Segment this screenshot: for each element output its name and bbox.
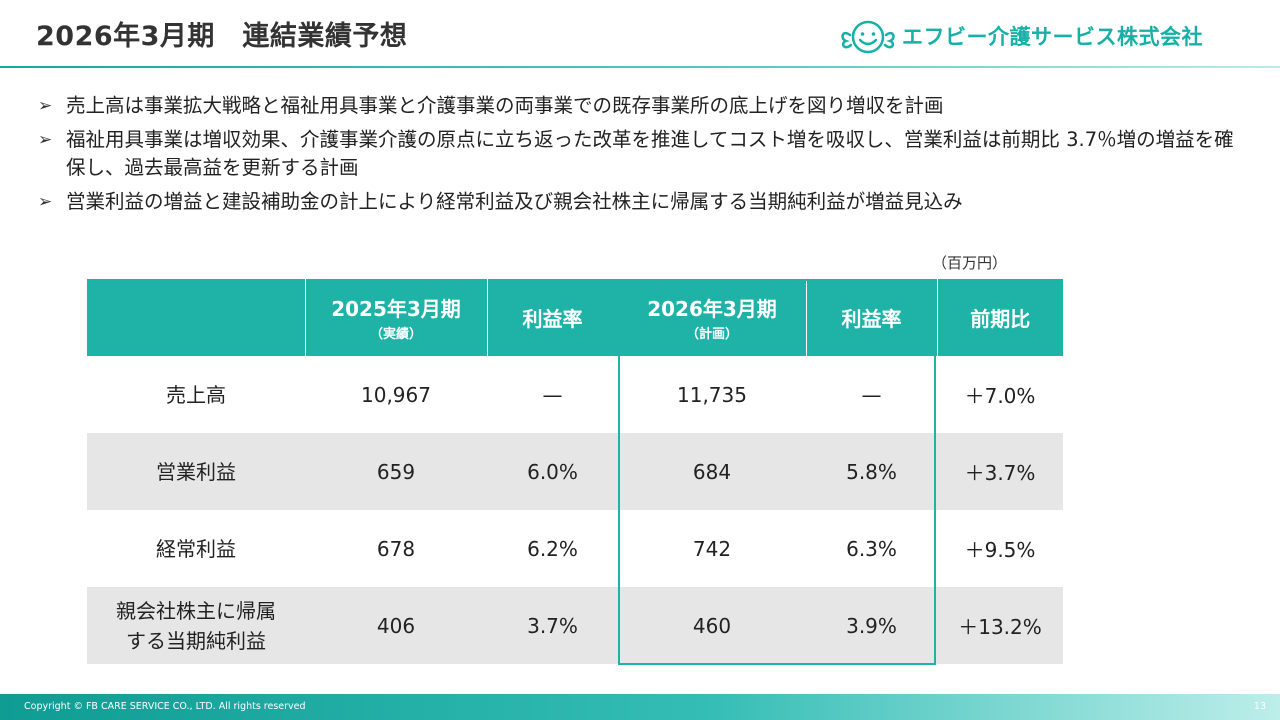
cell-fy2026: 460: [618, 587, 806, 664]
header-fy2025-label: 2025年3月期: [331, 297, 461, 321]
header-margin-2026: 利益率: [806, 279, 938, 356]
cell-fy2026: 11,735: [677, 382, 747, 407]
cell-fy2026: 742: [692, 536, 732, 561]
row-label-line: する当期純利益: [126, 628, 266, 653]
footer-bar: Copyright © FB CARE SERVICE CO., LTD. Al…: [0, 694, 1280, 720]
cell-fy2026: 684: [618, 433, 806, 510]
bullet-text: 福祉用具事業は増収効果、介護事業介護の原点に立ち返った改革を推進してコスト増を吸…: [66, 128, 1234, 179]
table-row: 親会社株主に帰属 する当期純利益 406 3.7% 460 3.9% ＋13.2…: [87, 587, 1063, 664]
row-label: 経常利益: [156, 536, 236, 561]
header-margin-2025: 利益率: [487, 279, 619, 356]
cell-fy2025: 10,967: [361, 382, 431, 407]
bullet-text: 売上高は事業拡大戦略と福祉用具事業と介護事業の両事業での既存事業所の底上げを図り…: [66, 94, 944, 117]
bullet-item: ➢ 福祉用具事業は増収効果、介護事業介護の原点に立ち返った改革を推進してコスト増…: [34, 126, 1244, 182]
cell-yoy: ＋9.5%: [964, 538, 1036, 562]
title-divider: [0, 66, 1280, 68]
logo-text: エフビー介護サービス株式会社: [902, 25, 1203, 49]
cell-margin-2025: 6.0%: [487, 433, 618, 510]
row-label-line: 親会社株主に帰属: [116, 598, 276, 623]
copyright-text: Copyright © FB CARE SERVICE CO., LTD. Al…: [24, 701, 306, 712]
header-blank: [87, 279, 306, 356]
row-label: 売上高: [166, 382, 226, 407]
cell-margin-2025: 3.7%: [487, 587, 618, 664]
cell-margin-2025: —: [542, 382, 563, 407]
table-header-row: 2025年3月期 （実績） 利益率 2026年3月期 （計画） 利益率 前期比: [87, 279, 1063, 356]
header-fy2026-label: 2026年3月期: [647, 297, 777, 321]
cell-margin-2026: 3.9%: [806, 587, 937, 664]
header-fy2026: 2026年3月期 （計画）: [618, 279, 807, 356]
cell-yoy: ＋7.0%: [964, 384, 1036, 408]
row-label: 営業利益: [87, 433, 305, 510]
row-label: 親会社株主に帰属 する当期純利益: [87, 587, 305, 664]
bullet-item: ➢ 営業利益の増益と建設補助金の計上により経常利益及び親会社株主に帰属する当期純…: [34, 188, 1244, 216]
cell-yoy: ＋13.2%: [937, 587, 1063, 664]
bullet-item: ➢ 売上高は事業拡大戦略と福祉用具事業と介護事業の両事業での既存事業所の底上げを…: [34, 92, 1244, 120]
table-row: 売上高 10,967 — 11,735 — ＋7.0%: [87, 356, 1063, 433]
arrow-bullet-icon: ➢: [38, 130, 53, 150]
cell-fy2025: 678: [376, 536, 416, 561]
header-fy2025: 2025年3月期 （実績）: [305, 279, 488, 356]
cell-margin-2026: —: [861, 382, 882, 407]
bullet-text: 営業利益の増益と建設補助金の計上により経常利益及び親会社株主に帰属する当期純利益…: [66, 190, 963, 213]
arrow-bullet-icon: ➢: [38, 192, 53, 212]
cell-margin-2026: 5.8%: [806, 433, 937, 510]
forecast-table: 2025年3月期 （実績） 利益率 2026年3月期 （計画） 利益率 前期比 …: [87, 279, 1063, 664]
company-logo: エフビー介護サービス株式会社: [838, 14, 1203, 58]
arrow-bullet-icon: ➢: [38, 96, 53, 116]
table-row: 経常利益 678 6.2% 742 6.3% ＋9.5%: [87, 510, 1063, 587]
page-title: 2026年3月期 連結業績予想: [36, 21, 408, 52]
winged-smiley-face-icon: [841, 20, 895, 54]
cell-fy2025: 659: [305, 433, 487, 510]
table-row: 営業利益 659 6.0% 684 5.8% ＋3.7%: [87, 433, 1063, 510]
page-number: 13: [1253, 701, 1266, 712]
cell-margin-2026: 6.3%: [846, 536, 897, 561]
cell-margin-2025: 6.2%: [527, 536, 578, 561]
cell-yoy: ＋3.7%: [937, 433, 1063, 510]
header-fy2025-sub: （実績）: [369, 327, 422, 342]
summary-bullets: ➢ 売上高は事業拡大戦略と福祉用具事業と介護事業の両事業での既存事業所の底上げを…: [34, 92, 1244, 222]
header-fy2026-sub: （計画）: [685, 327, 738, 342]
unit-note: （百万円）: [932, 254, 1008, 272]
cell-fy2025: 406: [305, 587, 487, 664]
header-yoy: 前期比: [937, 279, 1063, 356]
